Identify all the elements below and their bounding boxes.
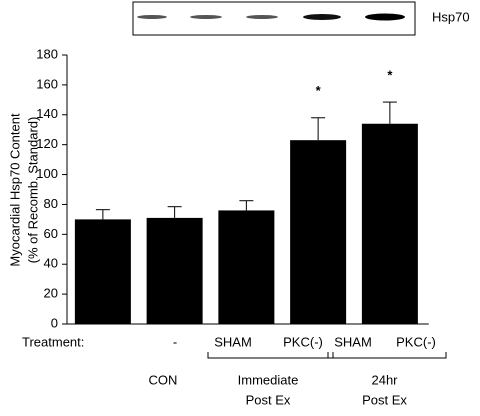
group-label: CON — [149, 372, 178, 387]
y-tick-label: 160 — [36, 76, 58, 91]
y-tick-label: 100 — [36, 166, 58, 181]
y-tick-label: 0 — [51, 315, 58, 330]
y-tick-label: 120 — [36, 136, 58, 151]
y-tick-label: 20 — [44, 286, 58, 301]
y-tick-label: 80 — [44, 196, 58, 211]
row-label: Treatment: — [22, 334, 84, 349]
y-tick-label: 180 — [36, 46, 58, 61]
group-label: 24hr — [371, 372, 398, 387]
y-tick-label: 140 — [36, 106, 58, 121]
significance-star: * — [316, 83, 322, 98]
x-tick-label: SHAM — [214, 334, 252, 349]
group-label: Post Ex — [362, 392, 407, 407]
group-label: Post Ex — [246, 392, 291, 407]
x-tick-label: PKC(-) — [396, 334, 436, 349]
group-bracket — [207, 352, 334, 359]
x-tick-label: - — [173, 334, 177, 349]
x-tick-label: PKC(-) — [283, 334, 323, 349]
x-tick-label: SHAM — [334, 334, 372, 349]
significance-star: * — [387, 68, 393, 83]
bar — [361, 123, 418, 324]
y-axis-label: Myocardial Hsp70 Content — [7, 113, 22, 267]
bar — [218, 210, 275, 324]
blot-label: Hsp70 — [432, 9, 470, 24]
group-bracket — [327, 352, 447, 359]
bar — [74, 219, 131, 324]
y-axis-label: (% of Recomb. Standard) — [25, 117, 40, 264]
group-label: Immediate — [238, 372, 299, 387]
y-tick-label: 40 — [44, 256, 58, 271]
blot — [132, 1, 416, 36]
bar — [146, 217, 203, 324]
y-tick-label: 60 — [44, 226, 58, 241]
bar — [290, 140, 347, 324]
